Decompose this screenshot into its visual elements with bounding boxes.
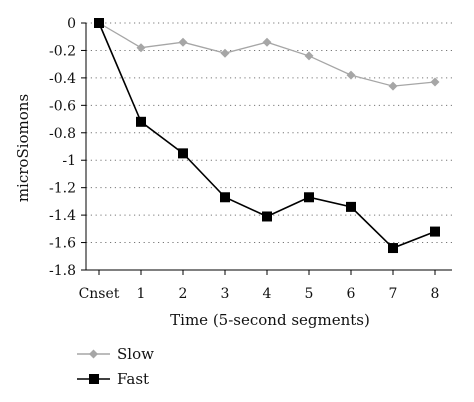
x-tick-label: 2 [179, 286, 188, 302]
legend-label-slow: Slow [117, 345, 154, 363]
x-ticks: Cnset 1 2 3 4 5 6 7 8 [79, 270, 440, 302]
data-point-fast [178, 148, 188, 159]
data-point-fast [388, 243, 398, 254]
x-tick-label: 1 [137, 286, 146, 302]
data-point-fast [220, 192, 230, 203]
x-tick-label: Cnset [79, 286, 120, 302]
y-tick-label: -0.2 [49, 43, 76, 59]
data-point-slow [304, 51, 314, 61]
x-tick-label: 6 [347, 286, 356, 302]
x-axis-label: Time (5-second segments) [170, 311, 370, 329]
series-line-slow [98, 22, 436, 87]
data-point-slow [178, 37, 188, 47]
data-point-fast [430, 226, 440, 237]
series-fast [94, 18, 440, 254]
x-tick-label: 3 [221, 286, 230, 302]
legend-marker-fast [89, 374, 99, 384]
y-tick-label: 0 [67, 16, 76, 32]
legend-marker-slow [89, 349, 98, 359]
legend: Slow Fast [77, 345, 154, 388]
y-axis-label: microSiomons [14, 94, 32, 202]
y-tick-label: -0.8 [49, 126, 76, 142]
y-tick-label: -0.6 [49, 98, 76, 114]
legend-item-fast: Fast [77, 370, 149, 388]
x-tick-label: 8 [431, 286, 440, 302]
data-point-fast [94, 18, 104, 28]
data-point-slow [220, 48, 230, 58]
data-point-fast [136, 116, 146, 127]
data-point-fast [346, 201, 356, 212]
axes [85, 23, 452, 271]
legend-item-slow: Slow [77, 345, 154, 363]
y-ticks: 0 -0.2 -0.4 -0.6 -0.8 -1 -1.2 -1.4 -1.6 -1.8 [49, 16, 86, 279]
x-tick-label: 5 [305, 286, 314, 302]
x-tick-label: 7 [389, 286, 398, 302]
data-point-slow [136, 43, 146, 53]
data-point-slow [346, 70, 356, 80]
data-point-slow [262, 37, 272, 47]
y-tick-label: -1.4 [49, 208, 76, 224]
data-point-slow [430, 77, 440, 87]
series-slow [94, 18, 440, 91]
x-tick-label: 4 [263, 286, 272, 302]
data-point-fast [304, 192, 314, 203]
data-point-fast [262, 211, 272, 222]
y-tick-label: -1 [62, 153, 76, 169]
data-point-slow [388, 81, 398, 91]
y-tick-label: -0.4 [49, 71, 76, 87]
grid-lines [86, 22, 452, 244]
y-tick-label: -1.6 [49, 236, 76, 252]
y-tick-label: -1.2 [49, 181, 76, 197]
y-tick-label: -1.8 [49, 263, 76, 279]
legend-label-fast: Fast [117, 370, 149, 388]
series-layer [94, 18, 440, 254]
